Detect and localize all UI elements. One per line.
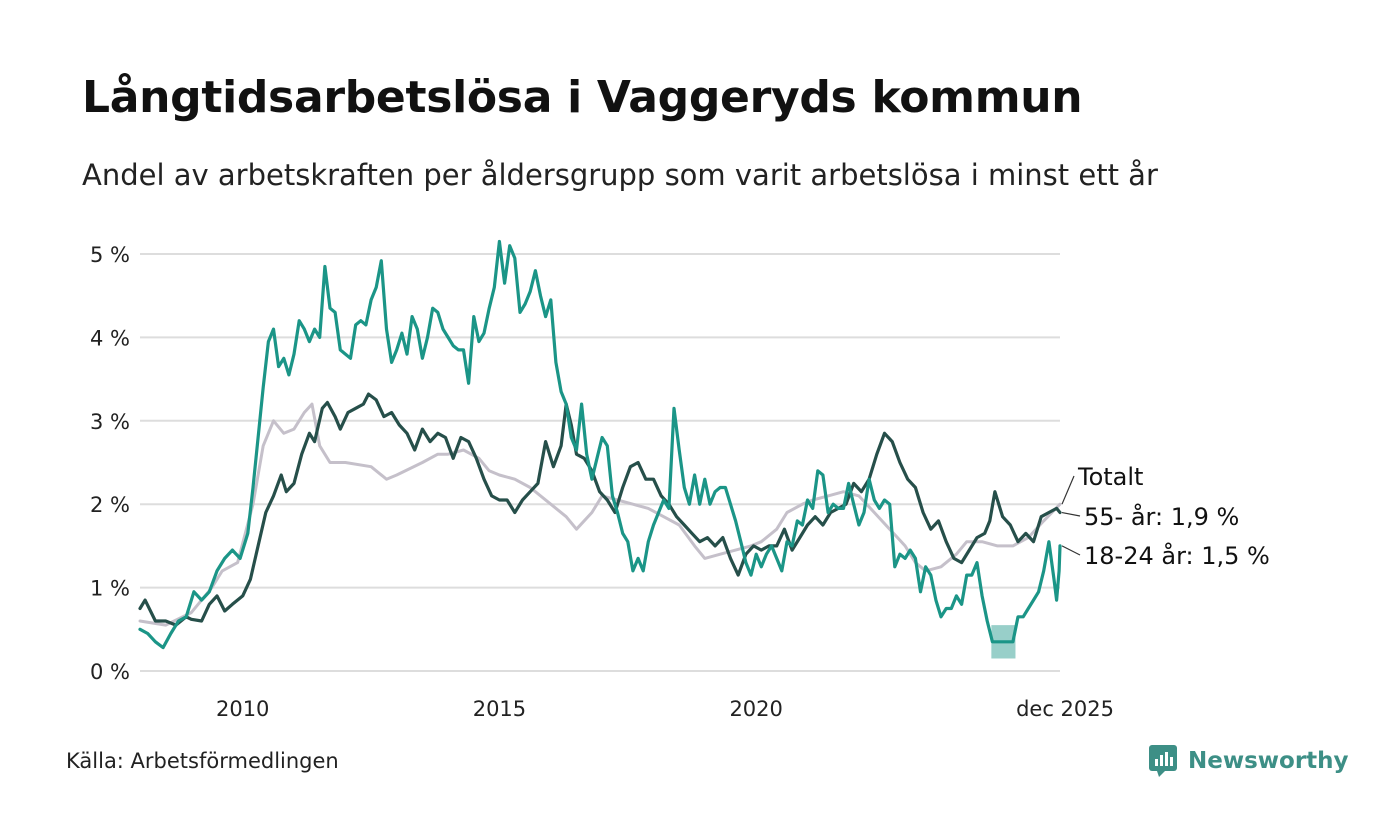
x-tick-label: dec 2025 xyxy=(1016,697,1114,721)
series-line-age55 xyxy=(138,392,1062,627)
y-tick-label: 1 % xyxy=(90,577,130,601)
series-label-total: Totalt xyxy=(1077,463,1143,491)
series-label-age55: 55- år: 1,9 % xyxy=(1084,502,1239,531)
y-tick-label: 3 % xyxy=(90,410,130,434)
series-label-age1824: 18-24 år: 1,5 % xyxy=(1084,541,1270,570)
chart-title: Långtidsarbetslösa i Vaggeryds kommun xyxy=(82,72,1083,123)
y-tick-label: 4 % xyxy=(90,326,130,350)
label-leader-age55 xyxy=(1061,511,1081,517)
series-line-age1824 xyxy=(138,239,1062,650)
newsworthy-logo-icon xyxy=(1149,745,1177,777)
newsworthy-logo[interactable]: Newsworthy xyxy=(1148,744,1349,778)
y-tick-label: 2 % xyxy=(90,493,130,517)
x-tick-label: 2020 xyxy=(729,697,782,721)
brand-name: Newsworthy xyxy=(1188,748,1349,774)
chart-subtitle: Andel av arbetskraften per åldersgrupp s… xyxy=(82,158,1158,192)
label-leader-total xyxy=(1061,475,1075,505)
y-tick-label: 5 % xyxy=(90,243,130,267)
x-tick-label: 2010 xyxy=(216,697,269,721)
x-tick-label: 2015 xyxy=(473,697,526,721)
source-note: Källa: Arbetsförmedlingen xyxy=(66,749,339,773)
label-leader-age1824 xyxy=(1061,545,1081,556)
y-tick-label: 0 % xyxy=(90,660,130,684)
